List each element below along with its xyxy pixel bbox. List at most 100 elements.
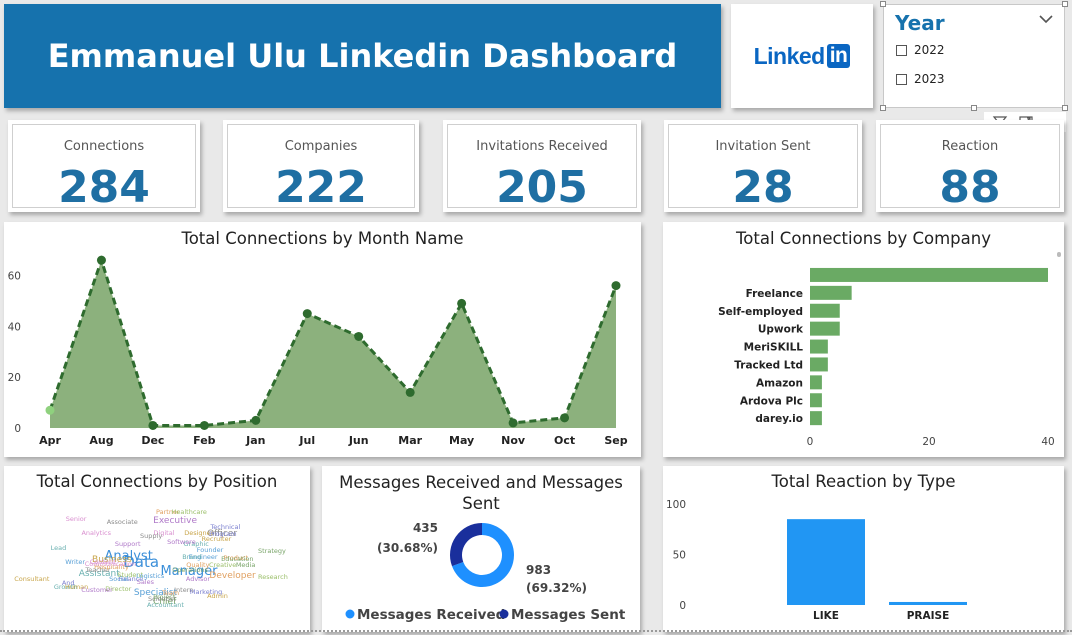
checkbox[interactable] <box>896 44 907 56</box>
data-point <box>405 387 415 397</box>
wordcloud-word: Student <box>117 570 143 579</box>
wordcloud-word: Analytics <box>81 528 111 537</box>
kpi-label: Companies <box>284 139 358 154</box>
chevron-down-icon[interactable] <box>1038 11 1054 27</box>
kpi-card-connections[interactable]: Connections 284 <box>8 120 200 213</box>
data-point <box>508 418 518 428</box>
wordcloud-word: Sales <box>136 577 154 586</box>
wordcloud-word: Writer <box>65 557 86 566</box>
company-bar-plot: Freelance Self-employed Upwork MeriSKILL Tra… <box>718 267 1055 448</box>
resize-handle[interactable] <box>880 105 886 111</box>
resize-handle[interactable] <box>880 1 886 7</box>
legend-label: Messages Received <box>357 607 505 623</box>
wordcloud-area: Data Analyst Manager Specialist Business Offi… <box>14 498 299 628</box>
resize-handle[interactable] <box>1062 105 1068 111</box>
legend-label: Messages Sent <box>511 607 626 623</box>
connections-by-company-chart[interactable]: Total Connections by Company Freelance Se… <box>663 222 1064 457</box>
reaction-by-type-chart[interactable]: Total Reaction by Type 0 50 100 LIKE PRAISE <box>663 466 1064 632</box>
year-slicer[interactable]: Year 2022 2023 <box>880 1 1068 111</box>
resize-handle[interactable] <box>1062 1 1068 7</box>
x-tick-label: Dec <box>141 434 164 447</box>
wordcloud-word: Teacher <box>85 566 111 575</box>
data-label-value: 983 <box>526 563 551 577</box>
wordcloud-word: Supply <box>140 531 163 540</box>
linkedin-logo-panel: Linked in <box>731 4 873 108</box>
x-tick-label: Nov <box>501 434 526 447</box>
wordcloud-word: Manager <box>160 564 218 580</box>
company-label: Self-employed <box>718 306 803 318</box>
kpi-card-invitations-received[interactable]: Invitations Received 205 <box>443 120 641 213</box>
company-bar <box>810 285 852 300</box>
company-bar <box>810 303 840 318</box>
slicer-option-2022[interactable]: 2022 <box>896 43 945 57</box>
kpi-label: Invitations Received <box>476 139 608 154</box>
area-chart-plot: 0 20 40 60 Apr Aug Dec Feb Jan Jul Jun Mar May Nov Oct… <box>8 255 628 447</box>
wordcloud-word: Graphic <box>183 539 209 548</box>
chart-title: Total Connections by Company <box>736 229 991 248</box>
chart-title: Total Reaction by Type <box>771 472 956 491</box>
kpi-value: 88 <box>939 162 1001 213</box>
chart-title: Total Connections by Position <box>36 472 278 491</box>
checkbox[interactable] <box>896 73 907 85</box>
company-bar <box>810 411 822 426</box>
x-tick-label: Sep <box>604 434 627 447</box>
wordcloud-word: Product <box>223 553 249 562</box>
wordcloud-word: Digital <box>153 528 175 537</box>
resize-handle[interactable] <box>971 105 977 111</box>
data-point <box>354 331 364 341</box>
x-tick-label: May <box>449 434 474 447</box>
data-label-pct: (30.68%) <box>377 541 438 555</box>
wordcloud-word: Communication <box>84 560 136 569</box>
wordcloud-word: And <box>61 578 75 587</box>
wordcloud-word: Healthcare <box>171 508 207 517</box>
logo-word: Linked <box>753 42 826 69</box>
wordcloud-word: Scientist <box>148 595 176 604</box>
reaction-bar <box>889 601 967 605</box>
scrollbar[interactable] <box>1057 252 1061 257</box>
kpi-value: 205 <box>496 162 588 213</box>
wordcloud-word: Recruiter <box>201 534 232 543</box>
kpi-value: 222 <box>275 162 367 213</box>
kpi-card-companies[interactable]: Companies 222 <box>223 120 419 213</box>
kpi-value: 284 <box>58 162 150 213</box>
wordcloud-word: Developer <box>209 571 256 582</box>
company-label: Upwork <box>758 324 804 336</box>
connections-by-month-chart[interactable]: Total Connections by Month Name 0 20 40 60 A… <box>4 222 641 457</box>
area-fill <box>50 260 616 428</box>
wordcloud-word: Program <box>209 529 237 538</box>
connections-by-position-wordcloud[interactable]: Total Connections by Position Data Analys… <box>4 466 310 632</box>
company-label: Tracked Ltd <box>734 359 803 371</box>
kpi-card-invitation-sent[interactable]: Invitation Sent 28 <box>664 120 862 213</box>
messages-donut-chart[interactable]: Messages Received and Messages Sent 983 (… <box>322 466 640 632</box>
wordcloud-word: Specialist <box>133 587 177 598</box>
wordcloud-word: Admin <box>207 591 228 600</box>
company-bar <box>810 267 1048 282</box>
page-bottom-divider <box>0 630 1072 632</box>
data-point <box>96 255 106 265</box>
wordcloud-word: Designer <box>184 529 214 538</box>
wordcloud-word: Team <box>161 588 180 597</box>
x-tick-label: Feb <box>193 434 216 447</box>
wordcloud-word: Analyst <box>104 549 153 565</box>
reaction-bar <box>787 519 865 605</box>
kpi-card-reaction[interactable]: Reaction 88 <box>876 120 1064 213</box>
wordcloud-word: Officer <box>207 529 238 540</box>
y-tick-label: 40 <box>8 321 21 333</box>
company-label: darey.io <box>755 413 803 425</box>
donut-slice <box>450 523 482 567</box>
wordcloud-word: Associate <box>106 518 138 527</box>
wordcloud-word: Founder <box>196 546 224 555</box>
y-tick-label: 60 <box>8 270 21 282</box>
data-point <box>560 413 570 423</box>
slicer-option-2023[interactable]: 2023 <box>896 72 945 86</box>
wordcloud-word: Chief <box>153 596 177 607</box>
kpi-label: Reaction <box>941 139 999 154</box>
series-line <box>48 255 618 427</box>
wordcloud-word: Creative <box>209 560 237 569</box>
company-bar <box>810 393 822 408</box>
slicer-title: Year <box>895 11 945 35</box>
data-point <box>199 420 209 430</box>
wordcloud-word: Brand <box>182 552 202 561</box>
wordcloud-word: Intern <box>174 585 194 594</box>
x-tick-label: Jul <box>298 434 315 447</box>
